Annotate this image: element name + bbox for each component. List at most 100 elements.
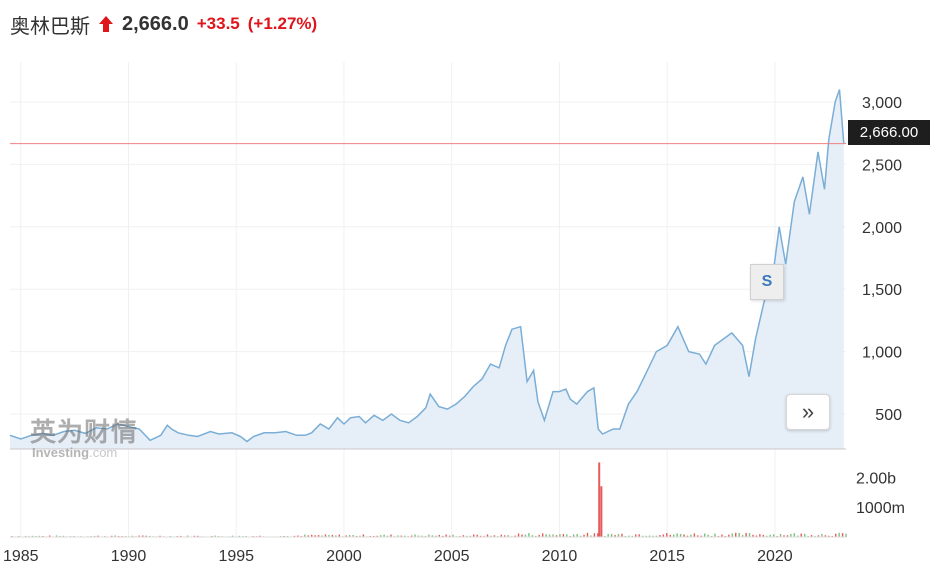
volume-bar <box>373 535 375 537</box>
volume-bar <box>697 535 699 537</box>
volume-bar <box>397 535 399 537</box>
volume-bar <box>159 535 161 537</box>
volume-bar <box>576 533 578 537</box>
volume-bar <box>686 535 689 537</box>
volume-bar <box>452 534 454 537</box>
y-axis: 3,000 2,500 2,000 1,500 1,000 500 2.00b 1000m <box>856 95 905 517</box>
y-tick-label: 500 <box>875 407 902 424</box>
quote-header: 奥林巴斯 2,666.0 +33.5 (+1.27%) <box>10 8 317 40</box>
volume-bar <box>800 533 802 537</box>
scroll-right-button[interactable]: » <box>786 394 830 430</box>
volume-bar <box>338 534 340 537</box>
volume-bar <box>410 535 413 537</box>
volume-bar <box>476 534 478 537</box>
volume-bar <box>573 534 575 537</box>
volume-bar <box>535 535 537 537</box>
volume-bar <box>521 534 523 537</box>
volume-bar <box>838 532 840 537</box>
volume-bar <box>541 533 544 537</box>
volume-bar <box>669 534 671 537</box>
y-tick-label: 2,000 <box>862 220 902 237</box>
volume-bar <box>797 535 799 537</box>
volume-bar <box>428 534 430 537</box>
volume-bar <box>745 533 747 537</box>
volume-bar <box>31 535 34 537</box>
x-tick-label: 2015 <box>649 548 685 565</box>
y-tick-label: 1,500 <box>862 282 902 299</box>
volume-bar <box>331 534 334 537</box>
volume-bar <box>704 533 706 537</box>
volume-bar <box>700 535 702 537</box>
volume-bar <box>583 534 585 537</box>
volume-bar <box>631 535 634 537</box>
volume-bar <box>404 535 406 537</box>
volume-bar <box>383 534 385 537</box>
x-tick-label: 1995 <box>218 548 254 565</box>
volume-bar <box>617 534 620 537</box>
y-tick-label: 3,000 <box>862 95 902 112</box>
volume-bar <box>579 535 582 537</box>
volume-bar <box>528 533 530 537</box>
volume-bar <box>831 535 833 537</box>
volume-bar <box>317 535 320 537</box>
volume-bar <box>845 533 847 537</box>
volume-bar <box>641 535 644 537</box>
volume-bar <box>114 535 116 537</box>
volume-bar <box>786 535 789 537</box>
volume-bar <box>73 535 75 537</box>
volume-bar <box>324 534 327 537</box>
volume-bar <box>545 534 547 537</box>
volume-bar <box>355 535 358 537</box>
volume-bar <box>417 535 420 537</box>
grid <box>10 62 846 537</box>
volume-bar <box>211 535 213 537</box>
x-tick-label: 2020 <box>757 548 793 565</box>
volume-bar <box>738 532 740 537</box>
volume-bar <box>655 535 658 537</box>
last-price: 2,666.0 <box>122 12 189 35</box>
volume-bar <box>600 486 603 537</box>
volume-bar <box>307 535 309 537</box>
volume-bar <box>193 535 196 537</box>
up-arrow-icon <box>99 16 113 32</box>
volume-bar <box>683 534 685 537</box>
volume-bar <box>507 535 509 537</box>
volume-bar <box>707 534 709 537</box>
volume-bar <box>186 535 189 537</box>
volume-bar <box>479 535 482 537</box>
event-marker[interactable]: S <box>750 264 784 300</box>
volume-bar <box>803 533 806 537</box>
volume-bar <box>304 534 306 537</box>
volume-bar <box>593 533 596 537</box>
volume-bar <box>817 535 820 537</box>
volume-bar <box>548 534 551 537</box>
volume-bar <box>721 534 723 537</box>
volume-bar <box>590 535 592 537</box>
volume-bar <box>473 534 475 537</box>
volume-bar <box>772 534 775 537</box>
x-tick-label: 2000 <box>326 548 362 565</box>
volume-bar <box>690 534 692 537</box>
volume-bar <box>610 533 613 537</box>
volume-bar <box>445 534 447 537</box>
volume-bar <box>552 534 554 537</box>
volume-bar <box>142 535 144 537</box>
volume-bar <box>390 534 392 537</box>
volume-bar <box>597 533 599 537</box>
volume-bar <box>93 535 96 537</box>
volume-bar <box>314 535 316 537</box>
volume-bar <box>662 534 665 537</box>
volume-bar <box>790 533 792 537</box>
volume-bar <box>421 535 423 537</box>
volume-bar <box>500 534 503 537</box>
volume-bar <box>559 534 561 537</box>
volume-bar <box>131 535 134 537</box>
volume-bar <box>531 535 534 537</box>
volume-bar <box>359 535 361 537</box>
price-line <box>9 89 845 443</box>
volume-bar <box>828 535 830 537</box>
double-chevron-right-icon: » <box>801 399 815 424</box>
volume-bar <box>138 535 141 537</box>
volume-bar <box>717 535 720 537</box>
